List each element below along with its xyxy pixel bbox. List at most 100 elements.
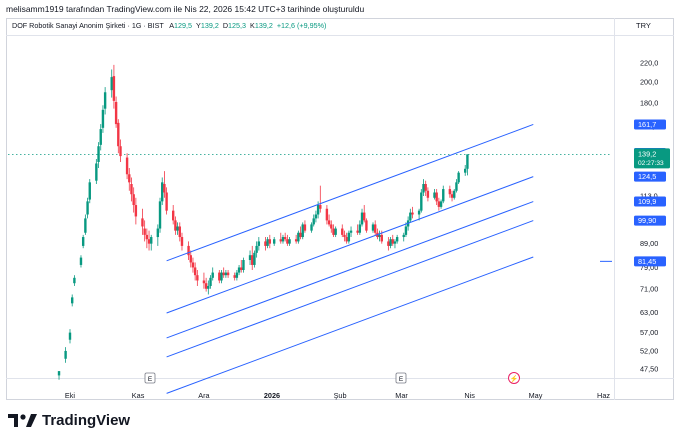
candle-body[interactable] xyxy=(114,101,118,125)
candle-body[interactable] xyxy=(279,239,282,242)
candle-body[interactable] xyxy=(433,192,436,198)
candle-body[interactable] xyxy=(176,226,179,231)
candle-body[interactable] xyxy=(349,230,353,233)
candle-body[interactable] xyxy=(204,283,208,289)
candle-body[interactable] xyxy=(161,182,164,202)
candle-body[interactable] xyxy=(360,212,364,225)
candle-body[interactable] xyxy=(442,189,445,202)
candle-body[interactable] xyxy=(343,234,346,238)
candle-body[interactable] xyxy=(457,172,460,183)
candle-body[interactable] xyxy=(147,239,151,244)
candle-body[interactable] xyxy=(134,205,138,217)
candle-body[interactable] xyxy=(64,350,67,359)
candle-body[interactable] xyxy=(450,194,454,198)
candle-body[interactable] xyxy=(299,232,302,238)
candle-body[interactable] xyxy=(253,252,256,265)
candle-body[interactable] xyxy=(316,205,320,215)
level-badge[interactable] xyxy=(634,215,666,226)
candle-body[interactable] xyxy=(332,228,335,235)
candle-body[interactable] xyxy=(251,255,254,265)
candle-body[interactable] xyxy=(365,220,368,231)
candle-body[interactable] xyxy=(448,189,452,195)
candle-body[interactable] xyxy=(112,76,116,101)
candle-body[interactable] xyxy=(312,218,315,225)
candle-body[interactable] xyxy=(286,239,289,244)
candle-body[interactable] xyxy=(222,272,225,276)
candle-body[interactable] xyxy=(389,239,392,246)
candle-body[interactable] xyxy=(325,208,329,221)
candle-body[interactable] xyxy=(264,241,267,246)
level-badge[interactable] xyxy=(634,171,666,182)
candle-body[interactable] xyxy=(358,224,362,233)
candle-body[interactable] xyxy=(334,228,337,235)
channel-line-4[interactable] xyxy=(166,220,534,358)
candle-body[interactable] xyxy=(81,237,85,246)
candle-body[interactable] xyxy=(347,232,351,242)
candle-body[interactable] xyxy=(57,371,61,376)
candle-body[interactable] xyxy=(202,280,206,284)
candle-body[interactable] xyxy=(283,237,287,240)
level-badge[interactable] xyxy=(634,119,666,130)
candle-body[interactable] xyxy=(191,262,195,268)
candle-body[interactable] xyxy=(180,237,184,246)
candle-body[interactable] xyxy=(424,183,427,191)
candle-body[interactable] xyxy=(426,190,430,198)
candle-body[interactable] xyxy=(132,194,135,206)
candle-body[interactable] xyxy=(211,272,214,278)
candle-body[interactable] xyxy=(288,239,291,244)
candle-body[interactable] xyxy=(380,234,383,242)
lightning-icon[interactable] xyxy=(508,372,520,384)
candle-body[interactable] xyxy=(178,226,181,238)
candle-body[interactable] xyxy=(207,285,210,289)
candle-body[interactable] xyxy=(150,237,153,244)
candle-body[interactable] xyxy=(466,154,469,169)
candle-body[interactable] xyxy=(95,163,98,181)
candle-body[interactable] xyxy=(363,212,366,221)
candle-body[interactable] xyxy=(437,201,441,207)
candle-body[interactable] xyxy=(88,182,91,200)
candle-body[interactable] xyxy=(314,214,318,219)
candle-body[interactable] xyxy=(235,272,239,278)
candle-body[interactable] xyxy=(297,232,300,242)
candle-body[interactable] xyxy=(330,224,333,229)
candle-body[interactable] xyxy=(86,201,89,215)
candle-body[interactable] xyxy=(391,239,394,244)
candle-body[interactable] xyxy=(101,109,105,128)
candle-body[interactable] xyxy=(319,205,322,209)
candle-body[interactable] xyxy=(439,201,443,207)
candle-body[interactable] xyxy=(404,226,408,235)
candle-body[interactable] xyxy=(268,239,272,244)
candle-body[interactable] xyxy=(257,241,261,246)
candle-body[interactable] xyxy=(240,267,243,270)
candle-body[interactable] xyxy=(248,255,252,261)
candle-body[interactable] xyxy=(387,241,390,246)
earnings-event-icon[interactable] xyxy=(144,372,156,384)
candle-body[interactable] xyxy=(327,220,331,225)
candle-body[interactable] xyxy=(174,220,177,231)
candle-body[interactable] xyxy=(371,224,375,231)
candle-body[interactable] xyxy=(294,239,298,242)
candle-body[interactable] xyxy=(220,272,223,281)
candle-body[interactable] xyxy=(341,228,344,235)
candle-body[interactable] xyxy=(237,267,241,273)
candle-body[interactable] xyxy=(395,237,399,242)
candle-body[interactable] xyxy=(378,234,381,238)
candle-body[interactable] xyxy=(119,146,122,157)
candle-body[interactable] xyxy=(435,192,438,202)
candle-body[interactable] xyxy=(97,146,100,162)
candle-body[interactable] xyxy=(163,183,166,193)
candle-body[interactable] xyxy=(68,332,72,340)
candle-body[interactable] xyxy=(373,224,377,233)
candle-body[interactable] xyxy=(165,192,168,211)
candle-body[interactable] xyxy=(143,228,146,235)
candle-body[interactable] xyxy=(117,122,120,147)
candle-body[interactable] xyxy=(84,218,87,233)
candle-body[interactable] xyxy=(130,183,133,195)
candle-body[interactable] xyxy=(272,239,276,244)
candle-body[interactable] xyxy=(402,234,405,238)
candle-body[interactable] xyxy=(187,245,190,256)
candle-body[interactable] xyxy=(218,272,221,281)
symbol-name[interactable]: DOF Robotik Sanayi Anonim Şirketi · 1G ·… xyxy=(12,21,164,30)
candle-body[interactable] xyxy=(356,230,359,233)
